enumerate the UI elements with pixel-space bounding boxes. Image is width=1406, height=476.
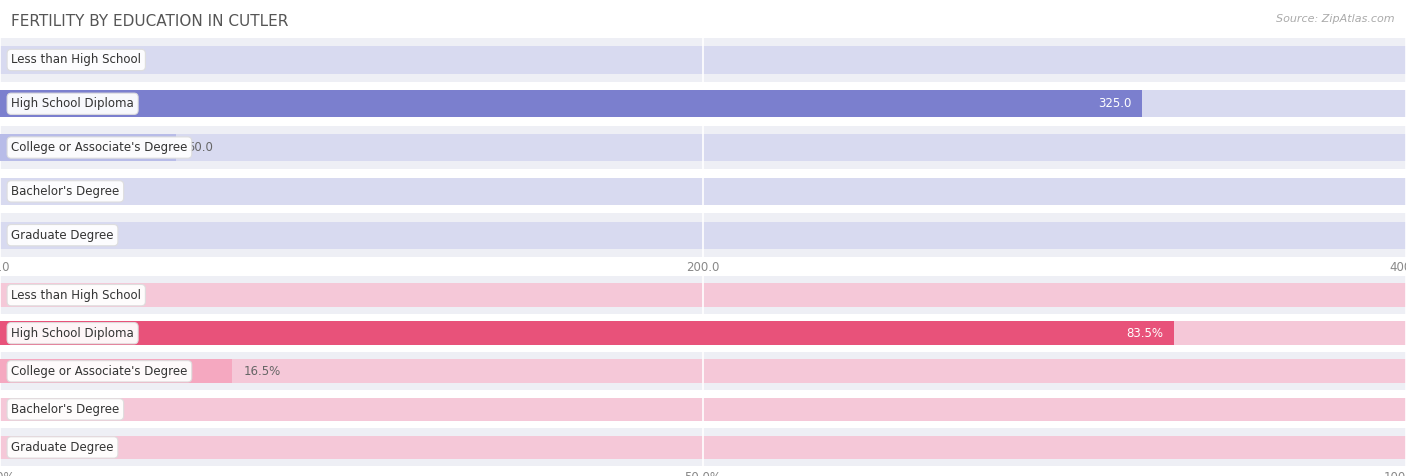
- Text: 0.0: 0.0: [11, 53, 30, 67]
- Text: Graduate Degree: Graduate Degree: [11, 228, 114, 242]
- Text: Bachelor's Degree: Bachelor's Degree: [11, 403, 120, 416]
- Bar: [0, 390, 1406, 428]
- Bar: [0, 436, 1406, 459]
- Text: FERTILITY BY EDUCATION IN CUTLER: FERTILITY BY EDUCATION IN CUTLER: [11, 14, 288, 30]
- Bar: [0, 397, 1406, 421]
- Bar: [0, 82, 1406, 126]
- Text: 50.0: 50.0: [187, 141, 212, 154]
- Bar: [0, 90, 1142, 118]
- Bar: [0, 126, 1406, 169]
- Text: College or Associate's Degree: College or Associate's Degree: [11, 365, 187, 378]
- Bar: [0, 276, 1406, 314]
- Text: 83.5%: 83.5%: [1126, 327, 1163, 340]
- Text: Less than High School: Less than High School: [11, 288, 141, 302]
- Bar: [0, 178, 1406, 205]
- Bar: [0, 359, 232, 383]
- Bar: [0, 359, 1406, 383]
- Bar: [0, 134, 176, 161]
- Text: 16.5%: 16.5%: [243, 365, 280, 378]
- Text: 0.0: 0.0: [11, 185, 30, 198]
- Bar: [0, 90, 1406, 118]
- Bar: [0, 213, 1406, 257]
- Bar: [0, 221, 1406, 249]
- Text: College or Associate's Degree: College or Associate's Degree: [11, 141, 187, 154]
- Text: Bachelor's Degree: Bachelor's Degree: [11, 185, 120, 198]
- Bar: [0, 38, 1406, 82]
- Text: High School Diploma: High School Diploma: [11, 327, 134, 340]
- Text: 0.0%: 0.0%: [11, 288, 41, 302]
- Bar: [0, 283, 1406, 307]
- Bar: [0, 321, 1406, 345]
- Text: 0.0%: 0.0%: [11, 403, 41, 416]
- Bar: [0, 321, 1174, 345]
- Text: 0.0: 0.0: [11, 228, 30, 242]
- Text: 325.0: 325.0: [1098, 97, 1132, 110]
- Bar: [0, 314, 1406, 352]
- Bar: [0, 46, 1406, 74]
- Text: Source: ZipAtlas.com: Source: ZipAtlas.com: [1277, 14, 1395, 24]
- Text: High School Diploma: High School Diploma: [11, 97, 134, 110]
- Bar: [0, 134, 1406, 161]
- Bar: [0, 169, 1406, 213]
- Bar: [0, 428, 1406, 466]
- Bar: [0, 352, 1406, 390]
- Text: Graduate Degree: Graduate Degree: [11, 441, 114, 454]
- Text: Less than High School: Less than High School: [11, 53, 141, 67]
- Text: 0.0%: 0.0%: [11, 441, 41, 454]
